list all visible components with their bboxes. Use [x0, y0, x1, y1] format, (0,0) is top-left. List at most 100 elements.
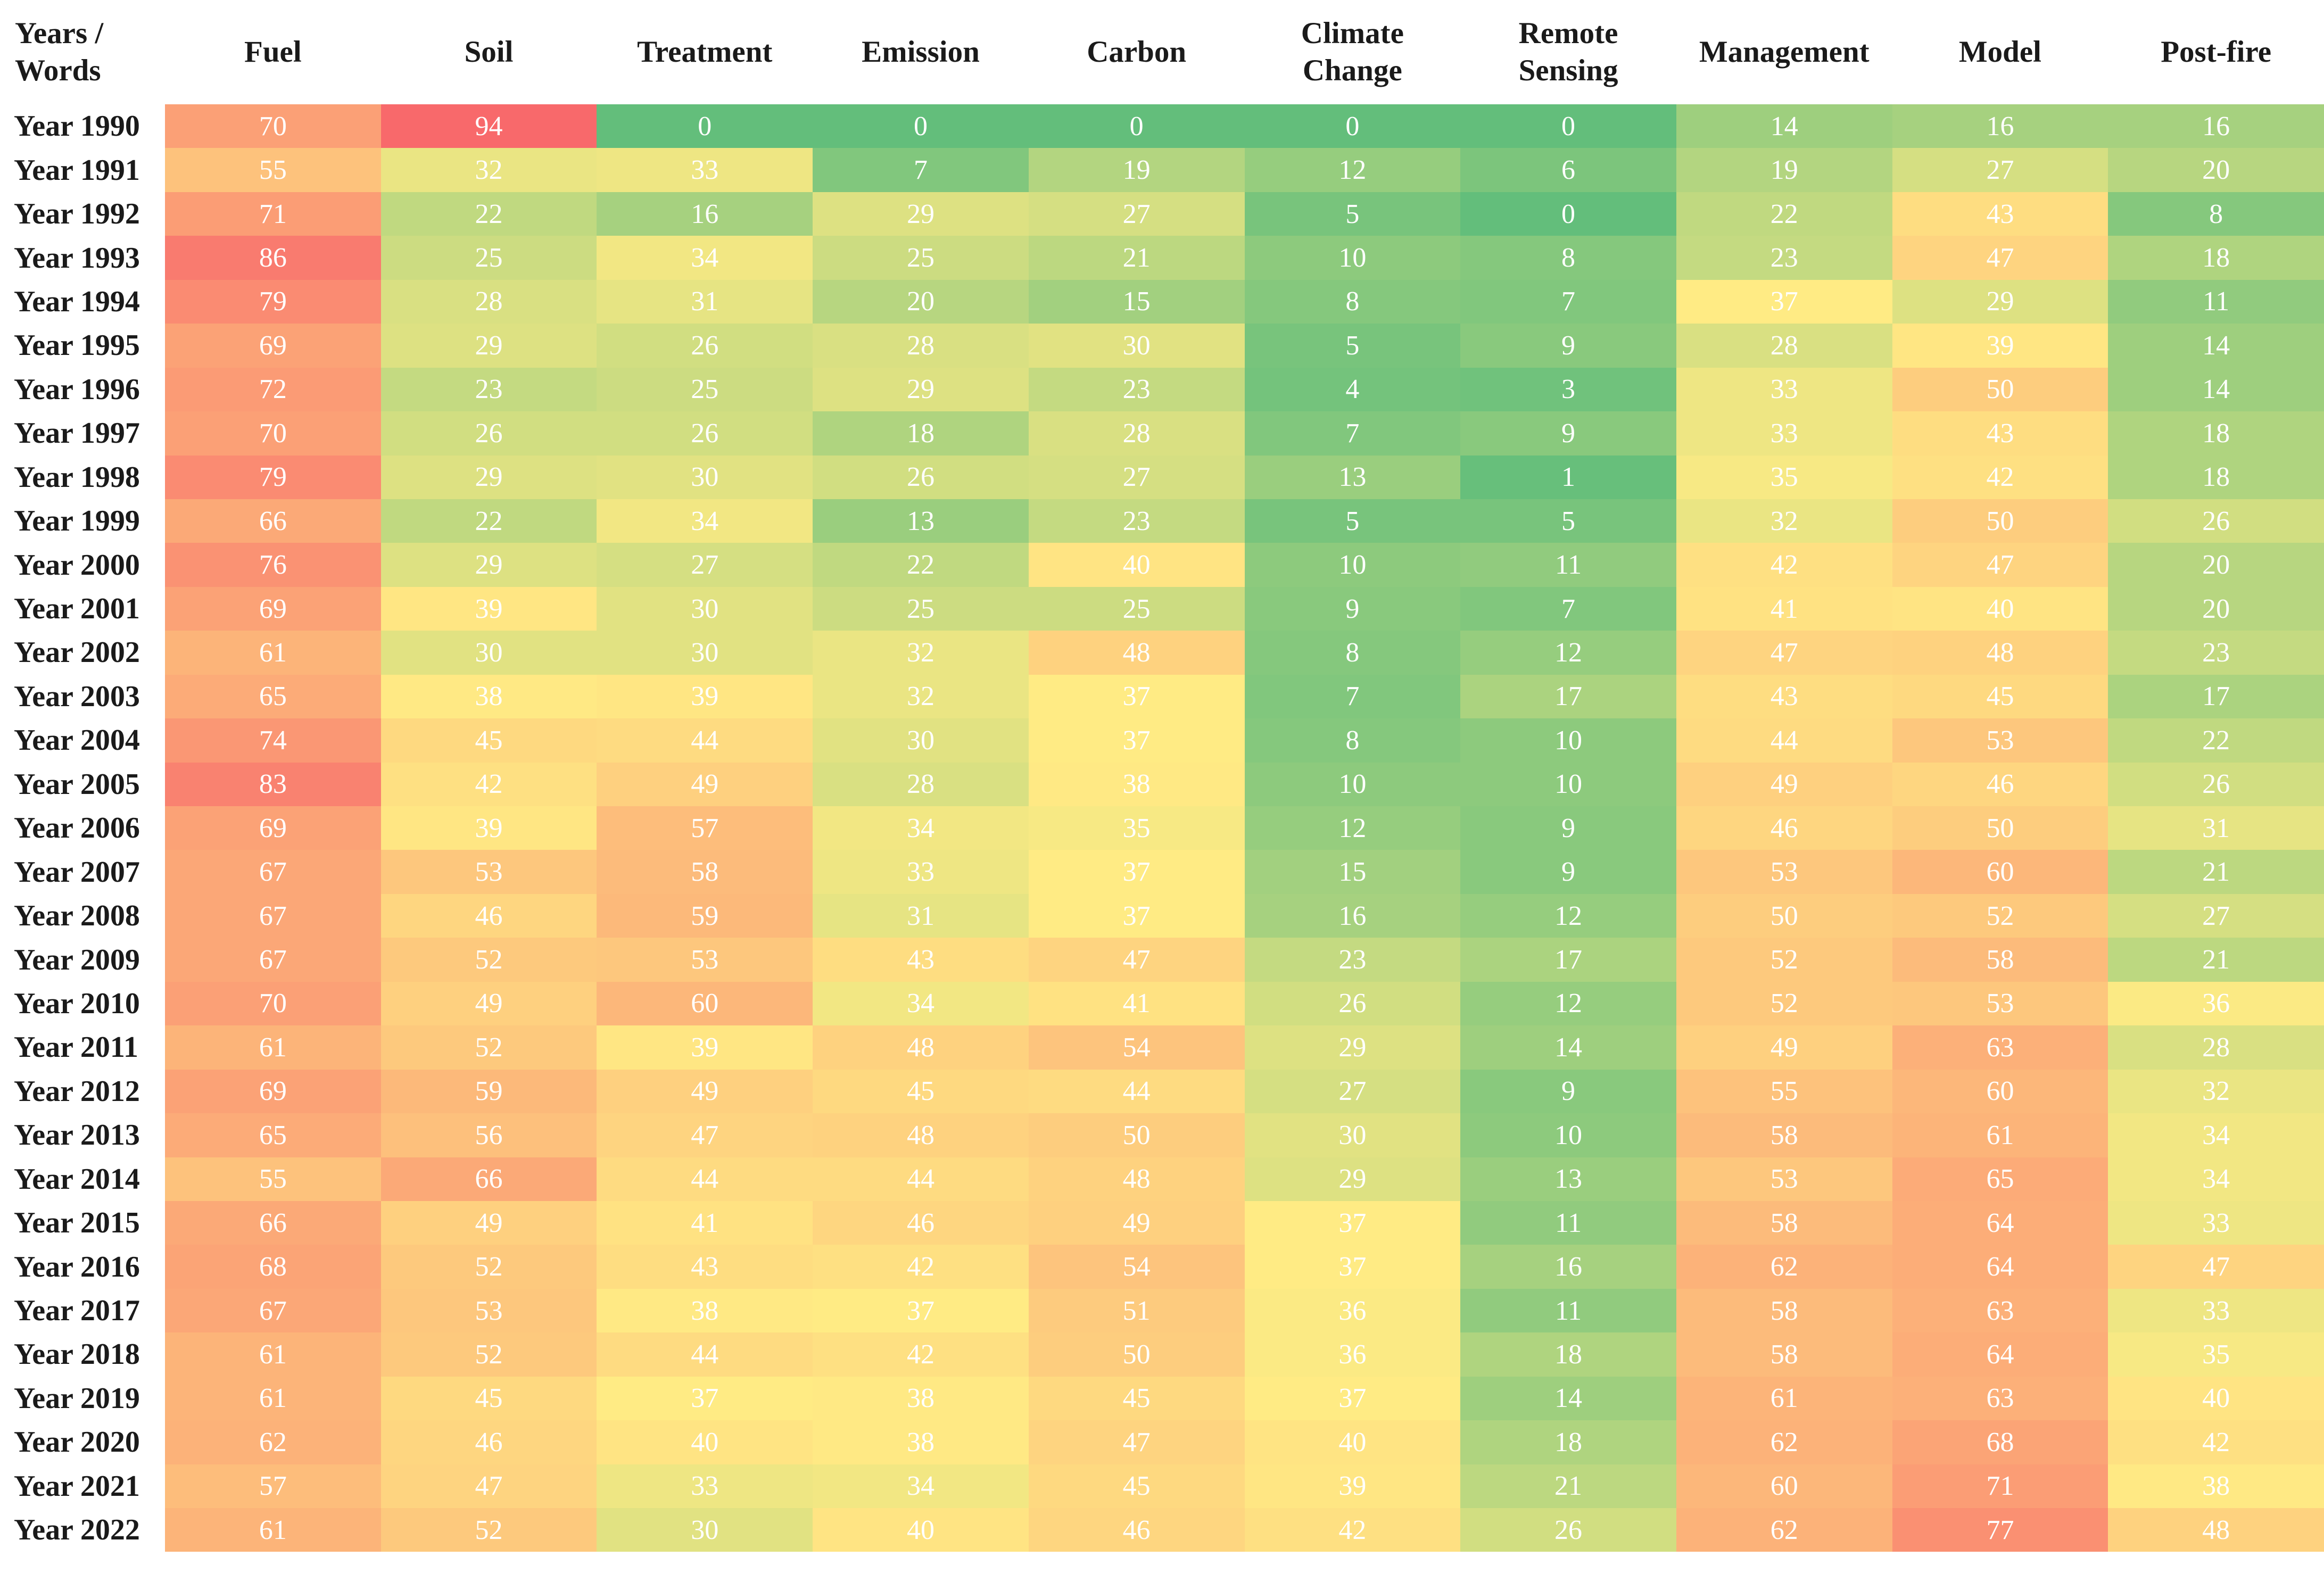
heatmap-cell-year-2007-climate-change: 15: [1244, 850, 1461, 894]
heatmap-cell-year-2000-model: 47: [1892, 543, 2108, 587]
heatmap-cell-year-1993-management: 23: [1676, 236, 1892, 280]
row-label-year-2011: Year 2011: [0, 1025, 165, 1070]
heatmap-cell-year-2009-model: 58: [1892, 938, 2108, 982]
heatmap-cell-year-2017-climate-change: 36: [1244, 1288, 1461, 1333]
heatmap-cell-year-2016-treatment: 43: [597, 1245, 813, 1289]
heatmap-cell-year-2011-fuel: 61: [165, 1025, 381, 1070]
heatmap-cell-year-1994-remote-sensing: 7: [1460, 279, 1676, 324]
heatmap-cell-year-2017-treatment: 38: [597, 1288, 813, 1333]
heatmap-cell-year-1995-post-fire: 14: [2108, 324, 2324, 368]
heatmap-cell-year-2012-emission: 45: [813, 1069, 1029, 1114]
heatmap-cell-year-2022-fuel: 61: [165, 1508, 381, 1552]
heatmap-cell-year-1998-fuel: 79: [165, 455, 381, 499]
heatmap-cell-year-2017-emission: 37: [813, 1288, 1029, 1333]
heatmap-cell-year-2012-carbon: 44: [1028, 1069, 1245, 1114]
heatmap-cell-year-2015-soil: 49: [381, 1201, 597, 1245]
heatmap-cell-year-2012-management: 55: [1676, 1069, 1892, 1114]
heatmap-cell-year-2015-model: 64: [1892, 1201, 2108, 1245]
heatmap-cell-year-1991-management: 19: [1676, 148, 1892, 192]
heatmap-cell-year-2015-climate-change: 37: [1244, 1201, 1461, 1245]
heatmap-cell-year-1994-carbon: 15: [1028, 279, 1245, 324]
heatmap-cell-year-1992-treatment: 16: [597, 192, 813, 236]
heatmap-cell-year-2021-management: 60: [1676, 1464, 1892, 1508]
heatmap-cell-year-1996-emission: 29: [813, 367, 1029, 412]
heatmap-cell-year-2018-treatment: 44: [597, 1332, 813, 1377]
heatmap-cell-year-2018-model: 64: [1892, 1332, 2108, 1377]
heatmap-cell-year-1994-management: 37: [1676, 279, 1892, 324]
heatmap-cell-year-2019-fuel: 61: [165, 1376, 381, 1421]
heatmap-cell-year-2012-fuel: 69: [165, 1069, 381, 1114]
heatmap-cell-year-1991-model: 27: [1892, 148, 2108, 192]
column-header-management: Management: [1676, 0, 1892, 104]
heatmap-cell-year-2013-management: 58: [1676, 1113, 1892, 1157]
heatmap-cell-year-2000-emission: 22: [813, 543, 1029, 587]
heatmap-cell-year-2016-fuel: 68: [165, 1245, 381, 1289]
heatmap-cell-year-2010-model: 53: [1892, 981, 2108, 1026]
heatmap-cell-year-2001-model: 40: [1892, 586, 2108, 631]
heatmap-cell-year-1995-emission: 28: [813, 324, 1029, 368]
heatmap-cell-year-2000-climate-change: 10: [1244, 543, 1461, 587]
heatmap-cell-year-1996-fuel: 72: [165, 367, 381, 412]
heatmap-cell-year-2005-remote-sensing: 10: [1460, 762, 1676, 806]
heatmap-cell-year-2021-treatment: 33: [597, 1464, 813, 1508]
heatmap-cell-year-1995-model: 39: [1892, 324, 2108, 368]
heatmap-cell-year-2010-emission: 34: [813, 981, 1029, 1026]
row-label-year-2010: Year 2010: [0, 981, 165, 1026]
heatmap-cell-year-2009-treatment: 53: [597, 938, 813, 982]
heatmap-cell-year-1994-emission: 20: [813, 279, 1029, 324]
heatmap-cell-year-2006-remote-sensing: 9: [1460, 806, 1676, 850]
heatmap-cell-year-2022-post-fire: 48: [2108, 1508, 2324, 1552]
column-header-carbon: Carbon: [1028, 0, 1245, 104]
heatmap-cell-year-2022-climate-change: 42: [1244, 1508, 1461, 1552]
heatmap-cell-year-2009-management: 52: [1676, 938, 1892, 982]
heatmap-cell-year-2000-soil: 29: [381, 543, 597, 587]
heatmap-cell-year-1997-post-fire: 18: [2108, 411, 2324, 456]
heatmap-cell-year-2006-climate-change: 12: [1244, 806, 1461, 850]
heatmap-cell-year-1997-management: 33: [1676, 411, 1892, 456]
heatmap-cell-year-2003-soil: 38: [381, 674, 597, 719]
heatmap-cell-year-1992-soil: 22: [381, 192, 597, 236]
heatmap-cell-year-2022-remote-sensing: 26: [1460, 1508, 1676, 1552]
heatmap-cell-year-2001-treatment: 30: [597, 586, 813, 631]
heatmap-cell-year-2008-carbon: 37: [1028, 893, 1245, 938]
heatmap-cell-year-2005-fuel: 83: [165, 762, 381, 806]
heatmap-cell-year-2005-post-fire: 26: [2108, 762, 2324, 806]
heatmap-cell-year-2002-model: 48: [1892, 631, 2108, 675]
row-label-year-1992: Year 1992: [0, 192, 165, 236]
heatmap-cell-year-2019-model: 63: [1892, 1376, 2108, 1421]
heatmap-cell-year-2020-soil: 46: [381, 1420, 597, 1464]
heatmap-cell-year-2005-emission: 28: [813, 762, 1029, 806]
heatmap-cell-year-2014-soil: 66: [381, 1157, 597, 1201]
heatmap-cell-year-2000-fuel: 76: [165, 543, 381, 587]
row-label-year-2002: Year 2002: [0, 631, 165, 675]
heatmap-cell-year-2018-emission: 42: [813, 1332, 1029, 1377]
heatmap-cell-year-2013-soil: 56: [381, 1113, 597, 1157]
column-header-model: Model: [1892, 0, 2108, 104]
heatmap-cell-year-1995-soil: 29: [381, 324, 597, 368]
row-label-year-2009: Year 2009: [0, 938, 165, 982]
heatmap-cell-year-1998-remote-sensing: 1: [1460, 455, 1676, 499]
heatmap-cell-year-1992-post-fire: 8: [2108, 192, 2324, 236]
heatmap-cell-year-2020-post-fire: 42: [2108, 1420, 2324, 1464]
heatmap-cell-year-2009-climate-change: 23: [1244, 938, 1461, 982]
heatmap-cell-year-1992-climate-change: 5: [1244, 192, 1461, 236]
heatmap-cell-year-2022-soil: 52: [381, 1508, 597, 1552]
heatmap-cell-year-2012-model: 60: [1892, 1069, 2108, 1114]
heatmap-cell-year-2020-climate-change: 40: [1244, 1420, 1461, 1464]
heatmap-cell-year-2002-fuel: 61: [165, 631, 381, 675]
heatmap-cell-year-1999-climate-change: 5: [1244, 499, 1461, 543]
heatmap-cell-year-2002-post-fire: 23: [2108, 631, 2324, 675]
row-label-year-1994: Year 1994: [0, 279, 165, 324]
heatmap-cell-year-2014-climate-change: 29: [1244, 1157, 1461, 1201]
heatmap-cell-year-1999-emission: 13: [813, 499, 1029, 543]
heatmap-cell-year-2002-soil: 30: [381, 631, 597, 675]
heatmap-cell-year-1999-remote-sensing: 5: [1460, 499, 1676, 543]
heatmap-cell-year-2013-remote-sensing: 10: [1460, 1113, 1676, 1157]
heatmap-cell-year-2001-fuel: 69: [165, 586, 381, 631]
heatmap-cell-year-2017-carbon: 51: [1028, 1288, 1245, 1333]
heatmap-cell-year-2020-emission: 38: [813, 1420, 1029, 1464]
heatmap-cell-year-1996-treatment: 25: [597, 367, 813, 412]
row-label-year-1996: Year 1996: [0, 367, 165, 412]
heatmap-cell-year-2008-soil: 46: [381, 893, 597, 938]
heatmap-cell-year-2007-fuel: 67: [165, 850, 381, 894]
